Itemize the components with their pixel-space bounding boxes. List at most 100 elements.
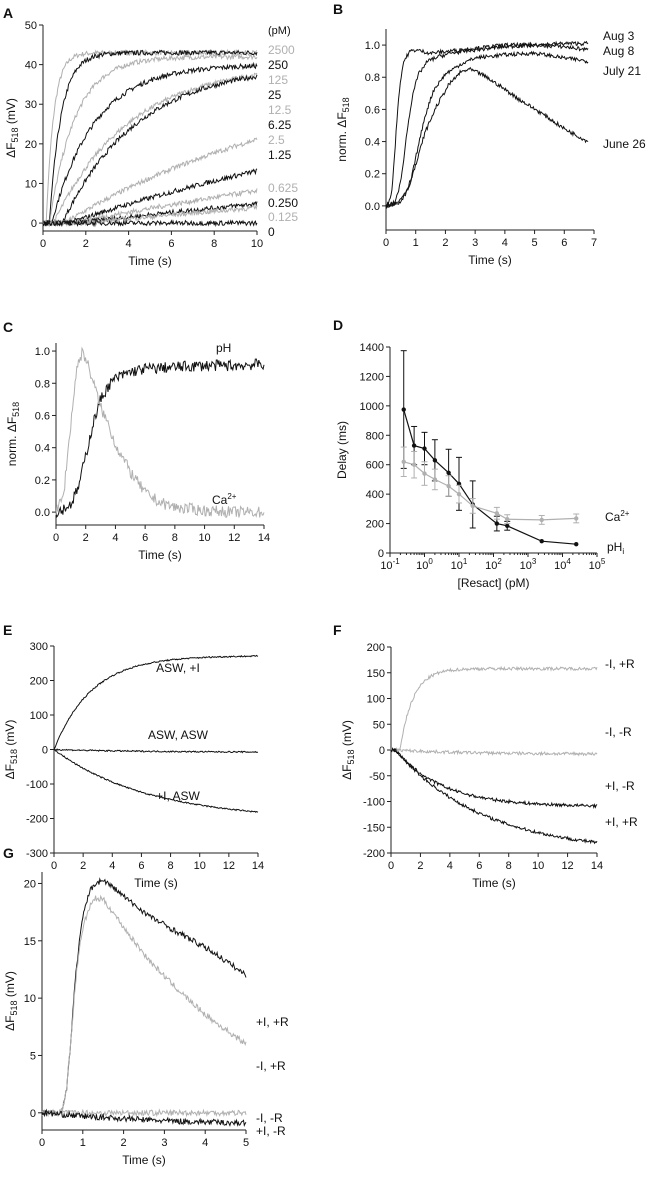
- y-tick-label: 600: [366, 460, 384, 472]
- series-line: [43, 137, 258, 226]
- x-tick-label: 1: [80, 1137, 86, 1149]
- panel-C: C 0 2 4 6 8 10 12 14 0.0 0.2 0.4 0.6 0.8 1.0 Time (s) no…: [3, 319, 270, 562]
- series-label: ASW, ASW: [148, 728, 209, 742]
- data-point: [470, 503, 475, 509]
- x-tick-label: 8: [506, 860, 512, 872]
- data-point: [574, 541, 579, 547]
- panel-letter: B: [333, 1, 343, 17]
- series-line: [42, 61, 258, 227]
- x-axis-title: Time (s): [472, 876, 516, 890]
- x-tick-label: 10: [198, 532, 210, 544]
- x-tick-label: 0: [53, 532, 59, 544]
- x-axis-title: Time (s): [138, 548, 182, 562]
- x-axis-title: [Resact] (pM): [457, 576, 529, 590]
- series-label: -I, +R: [256, 1059, 286, 1073]
- series-line: [390, 747, 598, 845]
- x-tick-label: 0: [51, 860, 57, 872]
- x-tick-label: 105: [589, 557, 606, 572]
- panel-F: F 0 2 4 6 8 10 12 14 -200 -150 -100 -50 0 50 100 150 200 T…: [333, 622, 638, 890]
- panel-E: E 0 2 4 6 8 10 12 14 -300 -200 -100 0 100 200 300 Time (…: [3, 622, 264, 890]
- x-axis-title: Time (s): [134, 876, 178, 890]
- data-point: [422, 471, 427, 476]
- series-label: +I, +R: [605, 815, 638, 829]
- x-tick-label: 12: [223, 860, 235, 872]
- panel-A: A 0 2 4 6 8 10 0 10 20 30 40 50 Time (s) ΔF518 (mV) (pM…: [3, 5, 298, 268]
- x-tick-label: 102: [485, 557, 502, 572]
- panel-letter: F: [333, 622, 342, 638]
- data-point: [411, 462, 417, 467]
- y-tick-label: 200: [366, 519, 384, 531]
- y-tick-label: -200: [363, 848, 385, 860]
- series-label: 0.125: [268, 210, 298, 224]
- y-tick-label: -50: [369, 771, 385, 783]
- series-line: [42, 205, 258, 227]
- x-tick-label: 3: [472, 237, 478, 249]
- y-tick-label: 300: [30, 641, 48, 653]
- y-tick-label: 0: [379, 745, 385, 757]
- data-point: [505, 516, 510, 522]
- x-tick-label: 4: [112, 532, 118, 544]
- series-label: 2500: [268, 43, 295, 57]
- y-tick-label: 400: [366, 489, 384, 501]
- y-tick-label: 1200: [360, 371, 384, 383]
- x-tick-label: 4: [202, 1137, 208, 1149]
- x-tick-label: 6: [476, 860, 482, 872]
- y-axis-title: ΔF518 (mV): [340, 720, 356, 780]
- y-tick-label: 10: [24, 993, 36, 1005]
- x-tick-label: 2: [121, 1137, 127, 1149]
- series-label: -I, -R: [605, 725, 632, 739]
- y-tick-label: -100: [363, 797, 385, 809]
- series-line: [41, 894, 247, 1117]
- y-axis-title: ΔF518 (mV): [3, 720, 19, 780]
- series-label: 12.5: [268, 103, 292, 117]
- data-point: [411, 443, 417, 448]
- series-label: +I, -R: [256, 1124, 286, 1138]
- x-tick-label: 10: [532, 860, 544, 872]
- x-tick-label: 10: [251, 238, 263, 250]
- y-tick-label: 200: [367, 642, 385, 654]
- series-label: June 26: [603, 137, 646, 151]
- x-tick-label: 101: [451, 557, 468, 572]
- y-axis-title: ΔF518 (mV): [3, 971, 19, 1031]
- x-tick-label: 14: [252, 860, 264, 872]
- y-tick-label: 0: [31, 218, 37, 230]
- x-tick-label: 4: [447, 860, 453, 872]
- y-axis-title: Delay (ms): [335, 421, 349, 479]
- series-line: [41, 1108, 247, 1118]
- x-tick-label: 2: [417, 860, 423, 872]
- series-label: Aug 3: [603, 29, 635, 43]
- y-tick-label: 0: [30, 1108, 36, 1120]
- data-point: [574, 516, 579, 521]
- x-tick-label: 6: [168, 238, 174, 250]
- x-tick-label: 12: [228, 532, 240, 544]
- x-tick-label: 2: [442, 237, 448, 249]
- x-tick-label: 14: [258, 532, 270, 544]
- series-label: Ca2+: [605, 509, 630, 524]
- y-axis-title: norm. ΔF518: [335, 97, 351, 161]
- data-point: [505, 523, 510, 528]
- series-line: [390, 665, 598, 752]
- y-tick-label: 0.4: [365, 137, 380, 149]
- y-tick-label: 50: [25, 20, 37, 32]
- y-tick-label: 0.6: [365, 104, 380, 116]
- y-tick-label: 0.0: [35, 507, 50, 519]
- y-tick-label: 800: [366, 430, 384, 442]
- y-tick-label: 100: [30, 710, 48, 722]
- series-label: ASW, +I: [156, 661, 200, 675]
- panel-letter: C: [3, 319, 13, 335]
- y-tick-label: -200: [26, 814, 48, 826]
- x-tick-label: 100: [416, 557, 433, 572]
- x-tick-label: 5: [243, 1137, 249, 1149]
- series-label: 125: [268, 73, 288, 87]
- series-label: -I, +R: [605, 657, 635, 671]
- y-tick-label: 0: [378, 548, 384, 560]
- x-tick-label: 0: [39, 1137, 45, 1149]
- y-tick-label: -150: [363, 822, 385, 834]
- data-point: [539, 517, 544, 523]
- series-line: [42, 74, 258, 227]
- x-tick-label: 0: [388, 860, 394, 872]
- series-label: 0.625: [268, 181, 298, 195]
- y-tick-label: 20: [25, 139, 37, 151]
